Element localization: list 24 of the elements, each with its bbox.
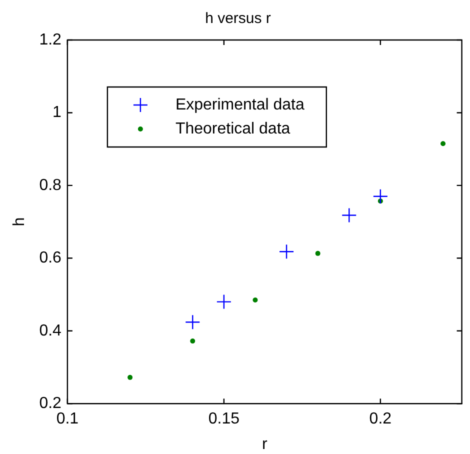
y-axis-title: h xyxy=(11,217,28,226)
x-tick-label: 0.2 xyxy=(369,410,392,428)
chart-title: h versus r xyxy=(205,10,271,28)
y-tick-label: 1 xyxy=(52,104,62,122)
point xyxy=(315,250,320,256)
point xyxy=(252,297,258,302)
point xyxy=(216,294,232,310)
point xyxy=(128,374,133,380)
y-tick-label: 0.6 xyxy=(39,250,62,267)
x-tick-label: 0.15 xyxy=(208,410,240,428)
point xyxy=(372,188,388,204)
point xyxy=(440,141,446,146)
point xyxy=(278,244,294,260)
point xyxy=(185,314,200,330)
legend-label: Experimental data xyxy=(175,96,305,114)
x-axis-title: r xyxy=(262,436,268,453)
legend-label: Theoretical data xyxy=(175,120,290,138)
y-tick-label: 0.2 xyxy=(39,395,62,412)
point xyxy=(342,208,357,223)
y-tick-label: 0.4 xyxy=(39,322,62,340)
point xyxy=(190,338,196,344)
y-tick-label: 0.8 xyxy=(39,176,62,194)
y-tick-label: 1.2 xyxy=(39,31,62,48)
x-tick-label: 0.1 xyxy=(56,410,79,428)
